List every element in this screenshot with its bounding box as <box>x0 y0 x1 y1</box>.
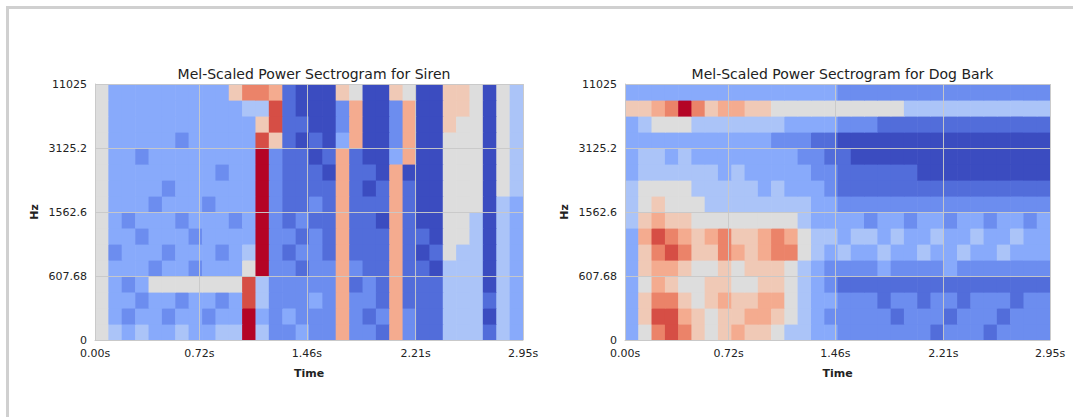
svg-text:1562.6: 1562.6 <box>49 206 88 219</box>
svg-text:3125.2: 3125.2 <box>579 142 618 155</box>
svg-text:1562.6: 1562.6 <box>579 206 618 219</box>
svg-text:2.21s: 2.21s <box>928 347 958 360</box>
svg-text:0: 0 <box>80 334 87 347</box>
svg-text:0.00s: 0.00s <box>610 347 640 360</box>
svg-text:1.46s: 1.46s <box>292 347 322 360</box>
svg-text:Hz: Hz <box>558 204 571 220</box>
svg-text:1.46s: 1.46s <box>820 347 850 360</box>
svg-text:3125.2: 3125.2 <box>49 142 88 155</box>
svg-text:2.95s: 2.95s <box>1035 347 1065 360</box>
svg-text:2.21s: 2.21s <box>401 347 431 360</box>
svg-text:Mel-Scaled Power Sectrogram fo: Mel-Scaled Power Sectrogram for Siren <box>178 66 451 82</box>
svg-text:Time: Time <box>294 367 324 380</box>
svg-text:607.68: 607.68 <box>49 270 88 283</box>
svg-text:Time: Time <box>822 367 852 380</box>
svg-text:11025: 11025 <box>582 78 617 91</box>
svg-text:0: 0 <box>610 334 617 347</box>
svg-text:0.00s: 0.00s <box>80 347 110 360</box>
svg-text:2.95s: 2.95s <box>508 347 538 360</box>
svg-text:0.72s: 0.72s <box>714 347 744 360</box>
svg-text:Hz: Hz <box>28 204 41 220</box>
svg-text:0.72s: 0.72s <box>184 347 214 360</box>
svg-text:11025: 11025 <box>52 78 87 91</box>
svg-text:607.68: 607.68 <box>579 270 618 283</box>
svg-text:Mel-Scaled Power Sectrogram fo: Mel-Scaled Power Sectrogram for Dog Bark <box>692 66 995 82</box>
